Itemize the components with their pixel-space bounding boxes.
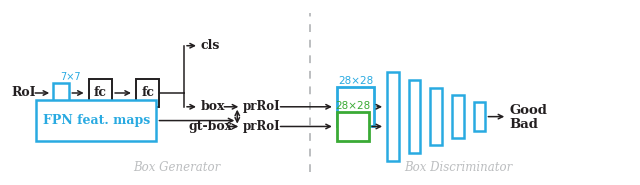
Bar [387, 72, 399, 161]
Text: box: box [201, 100, 225, 113]
Text: cls: cls [201, 39, 220, 52]
Bar [474, 102, 486, 131]
Text: 28×28: 28×28 [338, 76, 373, 86]
Text: prRoI: prRoI [243, 100, 281, 113]
Bar [337, 112, 369, 141]
Bar [452, 95, 464, 138]
Text: fc: fc [141, 87, 154, 100]
Bar [430, 88, 442, 145]
Text: Bad: Bad [509, 118, 538, 131]
Bar [136, 79, 159, 107]
Bar [52, 83, 69, 103]
Text: fc: fc [94, 87, 107, 100]
Text: prRoI: prRoI [243, 120, 281, 133]
Text: 7×7: 7×7 [60, 72, 81, 82]
Bar [36, 100, 157, 141]
Text: gt-box: gt-box [189, 120, 233, 133]
Text: Box Generator: Box Generator [134, 161, 221, 174]
Bar [409, 80, 420, 153]
Text: 28×28: 28×28 [335, 101, 371, 111]
Text: RoI: RoI [12, 87, 36, 100]
Bar [88, 79, 112, 107]
Text: Good: Good [509, 104, 547, 117]
Text: FPN feat. maps: FPN feat. maps [43, 114, 150, 127]
Bar [337, 87, 374, 127]
Text: Box Discriminator: Box Discriminator [404, 161, 512, 174]
